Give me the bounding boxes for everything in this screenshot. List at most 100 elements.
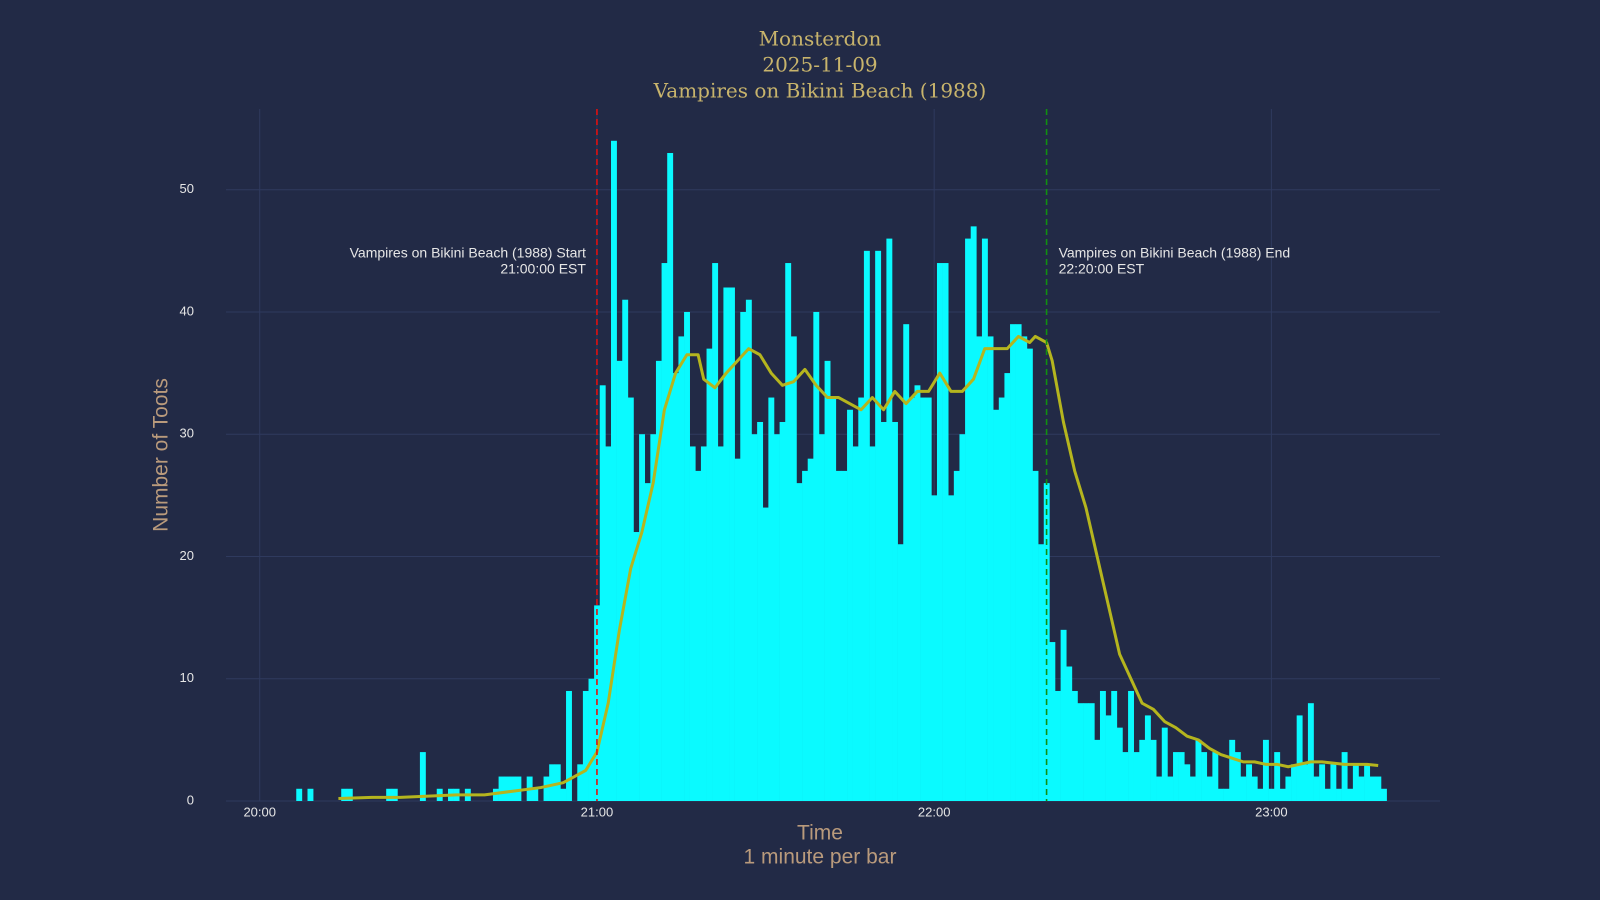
bar <box>346 788 353 801</box>
bar <box>824 360 831 801</box>
bar <box>515 776 522 801</box>
chart-title: 2025-11-09 <box>762 53 877 77</box>
bar <box>1234 752 1241 801</box>
bar <box>684 311 690 801</box>
bar <box>892 421 898 801</box>
bar <box>886 238 893 801</box>
bar <box>627 397 634 801</box>
bar <box>1268 788 1275 801</box>
bar <box>953 470 960 801</box>
bar <box>1173 752 1179 801</box>
bar <box>1055 690 1061 801</box>
bar <box>965 238 971 801</box>
bar <box>1178 752 1185 801</box>
bar <box>599 385 606 801</box>
bar <box>807 458 814 801</box>
bar <box>942 263 949 802</box>
bar <box>1021 336 1028 801</box>
bar <box>936 263 943 802</box>
bar <box>796 483 803 801</box>
y-tick-label: 20 <box>180 548 194 563</box>
y-tick-label: 40 <box>180 303 194 318</box>
bar <box>386 788 393 801</box>
bar <box>667 153 674 801</box>
bar <box>633 532 640 801</box>
bar <box>532 788 539 801</box>
bar <box>307 788 314 801</box>
bar <box>779 421 786 801</box>
bar <box>1010 324 1016 801</box>
bar <box>757 421 764 801</box>
bar <box>813 311 820 801</box>
bar <box>897 544 904 801</box>
bar <box>869 446 876 801</box>
bar <box>908 397 915 801</box>
bar <box>959 434 966 801</box>
x-axis-title: Time <box>797 822 843 845</box>
bar <box>678 336 685 801</box>
bar <box>1223 788 1230 801</box>
bar <box>1049 642 1056 801</box>
bar <box>588 678 595 801</box>
bar <box>768 397 775 801</box>
bar <box>717 446 724 801</box>
bar <box>644 483 651 801</box>
bar <box>1369 776 1376 801</box>
x-tick-label: 22:00 <box>918 804 951 819</box>
bar <box>341 788 348 801</box>
bar <box>1038 544 1045 801</box>
bar <box>785 263 792 802</box>
bar <box>1274 752 1281 801</box>
bar <box>672 373 679 801</box>
bar <box>852 446 859 801</box>
bar <box>560 788 567 801</box>
bar <box>610 140 617 802</box>
annotation: Vampires on Bikini Beach (1988) End <box>1059 245 1291 261</box>
bar <box>549 764 556 801</box>
bar <box>1217 788 1224 801</box>
bar <box>1330 764 1337 801</box>
bar <box>1352 764 1359 801</box>
y-axis-title: Number of Toots <box>150 378 173 532</box>
x-tick-label: 20:00 <box>243 804 276 819</box>
bar <box>1347 788 1354 801</box>
bar <box>712 263 719 802</box>
bar <box>1195 739 1202 801</box>
bar <box>1319 764 1326 801</box>
bar <box>1189 776 1196 801</box>
bar <box>509 776 516 801</box>
bar <box>773 434 780 801</box>
bar <box>622 299 629 801</box>
bar <box>498 776 505 801</box>
bar <box>543 776 550 801</box>
bar <box>751 434 758 801</box>
bar <box>875 250 882 802</box>
bar <box>1077 703 1084 801</box>
bar <box>700 446 707 801</box>
bar <box>1139 739 1146 801</box>
bar <box>1099 690 1106 801</box>
bar <box>976 336 983 801</box>
bar <box>661 263 668 802</box>
bar <box>1380 788 1387 801</box>
bar <box>1240 776 1247 801</box>
bar <box>998 397 1005 801</box>
bar <box>1358 776 1365 801</box>
bar <box>723 287 730 801</box>
bar <box>818 434 825 801</box>
bar <box>847 409 853 801</box>
bar <box>695 470 702 801</box>
bar <box>1032 470 1039 801</box>
bar <box>1307 703 1314 801</box>
bar <box>981 238 988 801</box>
y-tick-label: 0 <box>187 792 194 807</box>
bar <box>1015 324 1022 801</box>
bar <box>1246 764 1253 801</box>
bar <box>1083 703 1090 801</box>
y-tick-label: 10 <box>180 670 194 685</box>
trend-line <box>338 334 1379 801</box>
bar <box>706 348 713 801</box>
bar <box>1212 752 1219 801</box>
bar <box>802 470 809 801</box>
